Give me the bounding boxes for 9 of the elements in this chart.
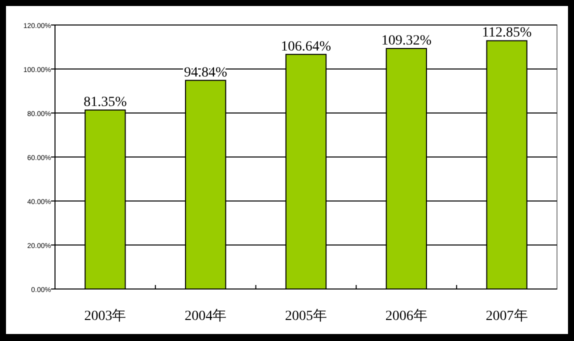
x-tick-label: 2006年 bbox=[385, 308, 428, 324]
x-tick-label: 2005年 bbox=[285, 308, 327, 324]
x-tick-label: 2004年 bbox=[184, 308, 227, 324]
data-label: 81.35% bbox=[84, 95, 128, 110]
data-label: 112.85% bbox=[482, 26, 532, 41]
data-label: 106.64% bbox=[280, 39, 332, 54]
x-tick-label: 2003年 bbox=[84, 308, 126, 324]
x-tick-label: 2007年 bbox=[486, 308, 528, 324]
data-label: 109.32% bbox=[381, 33, 432, 48]
